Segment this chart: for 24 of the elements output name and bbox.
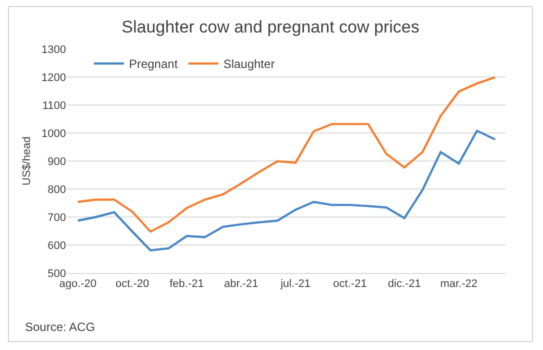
x-tick-label: oct.-21: [333, 278, 367, 290]
y-axis-title: US$/head: [21, 136, 34, 186]
x-tick-label: mar.-22: [440, 278, 478, 290]
x-tick-label: jul.-21: [280, 278, 311, 290]
x-tick-label: abr.-21: [224, 278, 258, 290]
y-tick-label: 1100: [42, 100, 66, 112]
line-series: [76, 130, 496, 252]
y-tick-label: 900: [48, 156, 66, 168]
y-tick-label: 1300: [42, 44, 66, 56]
source-note: Source: ACG: [25, 320, 96, 334]
x-tick-label: dic.-21: [388, 278, 421, 290]
y-tick-label: 600: [48, 240, 66, 252]
y-tick-label: 1200: [42, 72, 66, 84]
x-tick-label: feb.-21: [170, 278, 204, 290]
y-tick-label: 800: [48, 184, 66, 196]
chart-title: Slaughter cow and pregnant cow prices: [122, 17, 420, 36]
x-tick-label: ago.-20: [59, 278, 97, 290]
y-tick-label: 500: [48, 268, 66, 280]
legend-label: Pregnant: [128, 57, 178, 72]
line-series: [76, 76, 496, 233]
y-tick-label: 700: [48, 212, 66, 224]
legend-label: Slaughter: [223, 57, 275, 72]
y-tick-label: 1000: [42, 128, 66, 140]
x-tick-label: oct.-20: [115, 278, 150, 290]
